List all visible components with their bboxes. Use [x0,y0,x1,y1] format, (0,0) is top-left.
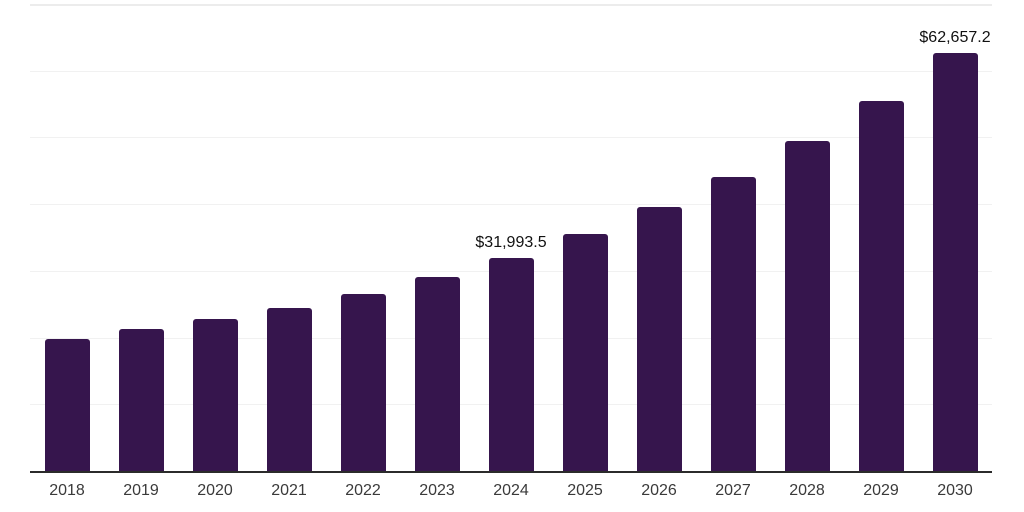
bar-slot-2018 [30,4,104,471]
x-tick-label-2028: 2028 [789,482,825,499]
x-tick-label-2023: 2023 [419,482,455,499]
x-tick-label-2019: 2019 [123,482,159,499]
bar-2028 [784,141,830,471]
bar-slot-2024: $31,993.5 [474,4,548,471]
bar-2018 [44,338,90,471]
bar-slot-2028 [770,4,844,471]
x-tick-label-2024: 2024 [493,482,529,499]
data-label-2024: $31,993.5 [475,233,547,251]
bar-slot-2022 [326,4,400,471]
x-tick-label-2026: 2026 [641,482,677,499]
bar-2026 [636,207,682,471]
x-tick-label-2029: 2029 [863,482,899,499]
bar-2027 [710,177,756,471]
bar-slot-2020 [178,4,252,471]
bar-2022 [340,293,386,471]
x-tick-label-2022: 2022 [345,482,381,499]
x-tick-label-2030: 2030 [937,482,973,499]
bar-2021 [266,307,312,471]
bar-2023 [414,276,460,471]
bar-2030 [932,53,978,471]
bar-2020 [192,318,238,471]
bar-slot-2019 [104,4,178,471]
bar-slot-2027 [696,4,770,471]
plot-area: $31,993.5 $62,657.2 [30,4,992,473]
x-tick-label-2021: 2021 [271,482,307,499]
x-tick-label-2020: 2020 [197,482,233,499]
x-tick-label-2025: 2025 [567,482,603,499]
gridline-60000 [30,70,992,72]
bar-slot-2025 [548,4,622,471]
bar-slot-2021 [252,4,326,471]
bar-2029 [858,100,904,471]
bar-slot-2023 [400,4,474,471]
gridline-40000 [30,204,992,206]
x-axis-labels: 2018 2019 2020 2021 2022 2023 2024 2025 2026 2027… [30,481,992,500]
bar-2019 [118,328,164,471]
bar-slot-2026 [622,4,696,471]
gridline-50000 [30,137,992,139]
bar-2024 [488,257,534,471]
gridline-70000 [30,4,992,6]
bar-slot-2030: $62,657.2 [918,4,992,471]
bars-container: $31,993.5 $62,657.2 [30,4,992,471]
x-tick-label-2027: 2027 [715,482,751,499]
bar-2025 [562,234,608,471]
bar-slot-2029 [844,4,918,471]
x-tick-label-2018: 2018 [49,482,85,499]
data-label-2030: $62,657.2 [919,29,991,46]
